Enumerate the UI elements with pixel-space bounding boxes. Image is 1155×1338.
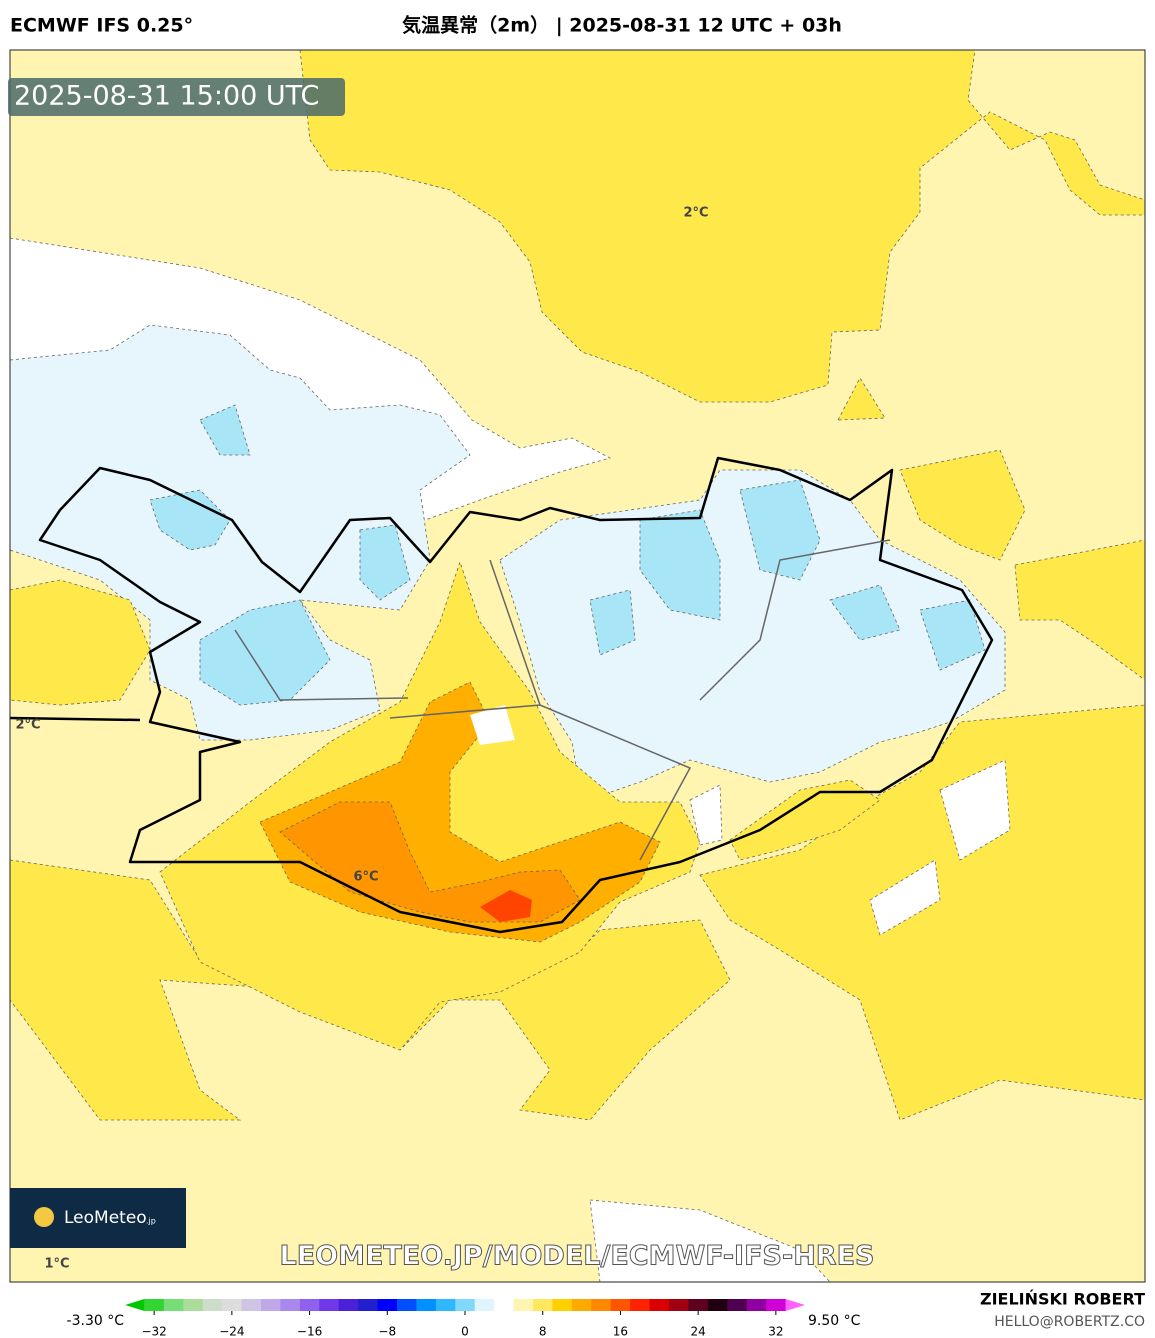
colorbar-segment xyxy=(533,1299,553,1311)
colorbar-segment xyxy=(377,1299,398,1311)
colorbar-segment xyxy=(280,1299,301,1311)
colorbar-segment xyxy=(630,1299,651,1311)
colorbar-segment xyxy=(455,1299,476,1311)
colorbar-segment xyxy=(222,1299,243,1311)
colorbar-segment xyxy=(397,1299,417,1311)
colorbar-segment xyxy=(571,1299,592,1311)
colorbar-segment xyxy=(163,1299,184,1311)
colorbar-segment xyxy=(241,1299,262,1311)
colorbar-segment xyxy=(261,1299,281,1311)
colorbar-segment xyxy=(474,1299,495,1311)
colorbar-segment xyxy=(688,1299,709,1311)
watermark: LEOMETEO.JP/MODEL/ECMWF-IFS-HRES xyxy=(280,1241,875,1272)
colorbar-segment xyxy=(727,1299,748,1311)
colorbar-min-label: -3.30 °C xyxy=(67,1313,125,1329)
map xyxy=(10,50,1145,1282)
colorbar-tick-label: 24 xyxy=(691,1325,706,1338)
colorbar-segment xyxy=(669,1299,689,1311)
logo-name: LeoMeteo xyxy=(64,1208,147,1228)
author-email: HELLO@ROBERTZ.CO xyxy=(994,1314,1145,1330)
colorbar-segment xyxy=(552,1299,573,1311)
colorbar-segment xyxy=(202,1299,223,1311)
author-name: ZIELIŃSKI ROBERT xyxy=(980,1290,1145,1309)
colorbar-segment xyxy=(435,1299,456,1311)
colorbar-max-label: 9.50 °C xyxy=(808,1313,861,1329)
colorbar-segment xyxy=(416,1299,437,1311)
colorbar-segment xyxy=(746,1299,767,1311)
colorbar-segment xyxy=(707,1299,728,1311)
colorbar-tick-label: 32 xyxy=(768,1325,783,1338)
colorbar-tick-label: 16 xyxy=(613,1325,628,1338)
colorbar-segment xyxy=(649,1299,670,1311)
contour-label: 2°C xyxy=(683,206,708,221)
colorbar-segment xyxy=(766,1299,787,1311)
colorbar-segment xyxy=(591,1299,612,1311)
contour-label: 1°C xyxy=(44,1257,69,1272)
contour-label: 6°C xyxy=(353,870,378,885)
colorbar-tick-label: −24 xyxy=(219,1325,244,1338)
contour-label: 2°C xyxy=(15,718,40,733)
colorbar-segment xyxy=(183,1299,204,1311)
colorbar-segment xyxy=(358,1299,379,1311)
colorbar-tick-label: −16 xyxy=(297,1325,322,1338)
colorbar-segment xyxy=(338,1299,359,1311)
logo-suffix: .jp xyxy=(146,1217,156,1226)
colorbar-segment xyxy=(494,1299,515,1311)
colorbar-tick-label: 8 xyxy=(539,1325,547,1338)
timestamp: 2025-08-31 15:00 UTC xyxy=(14,81,319,112)
subtitle: 気温異常（2m） | 2025-08-31 12 UTC + 03h xyxy=(402,14,842,37)
colorbar-tick-label: −8 xyxy=(378,1325,396,1338)
colorbar-segment xyxy=(610,1299,631,1311)
colorbar-segment xyxy=(144,1299,165,1311)
colorbar-tick-label: −32 xyxy=(141,1325,166,1338)
colorbar-end xyxy=(785,1299,805,1311)
colorbar-segment xyxy=(319,1299,340,1311)
colorbar-tick-label: 0 xyxy=(461,1325,469,1338)
colorbar-end xyxy=(125,1299,145,1311)
colorbar-segment xyxy=(513,1299,534,1311)
title: ECMWF IFS 0.25° xyxy=(10,15,193,37)
colorbar-segment xyxy=(299,1299,320,1311)
